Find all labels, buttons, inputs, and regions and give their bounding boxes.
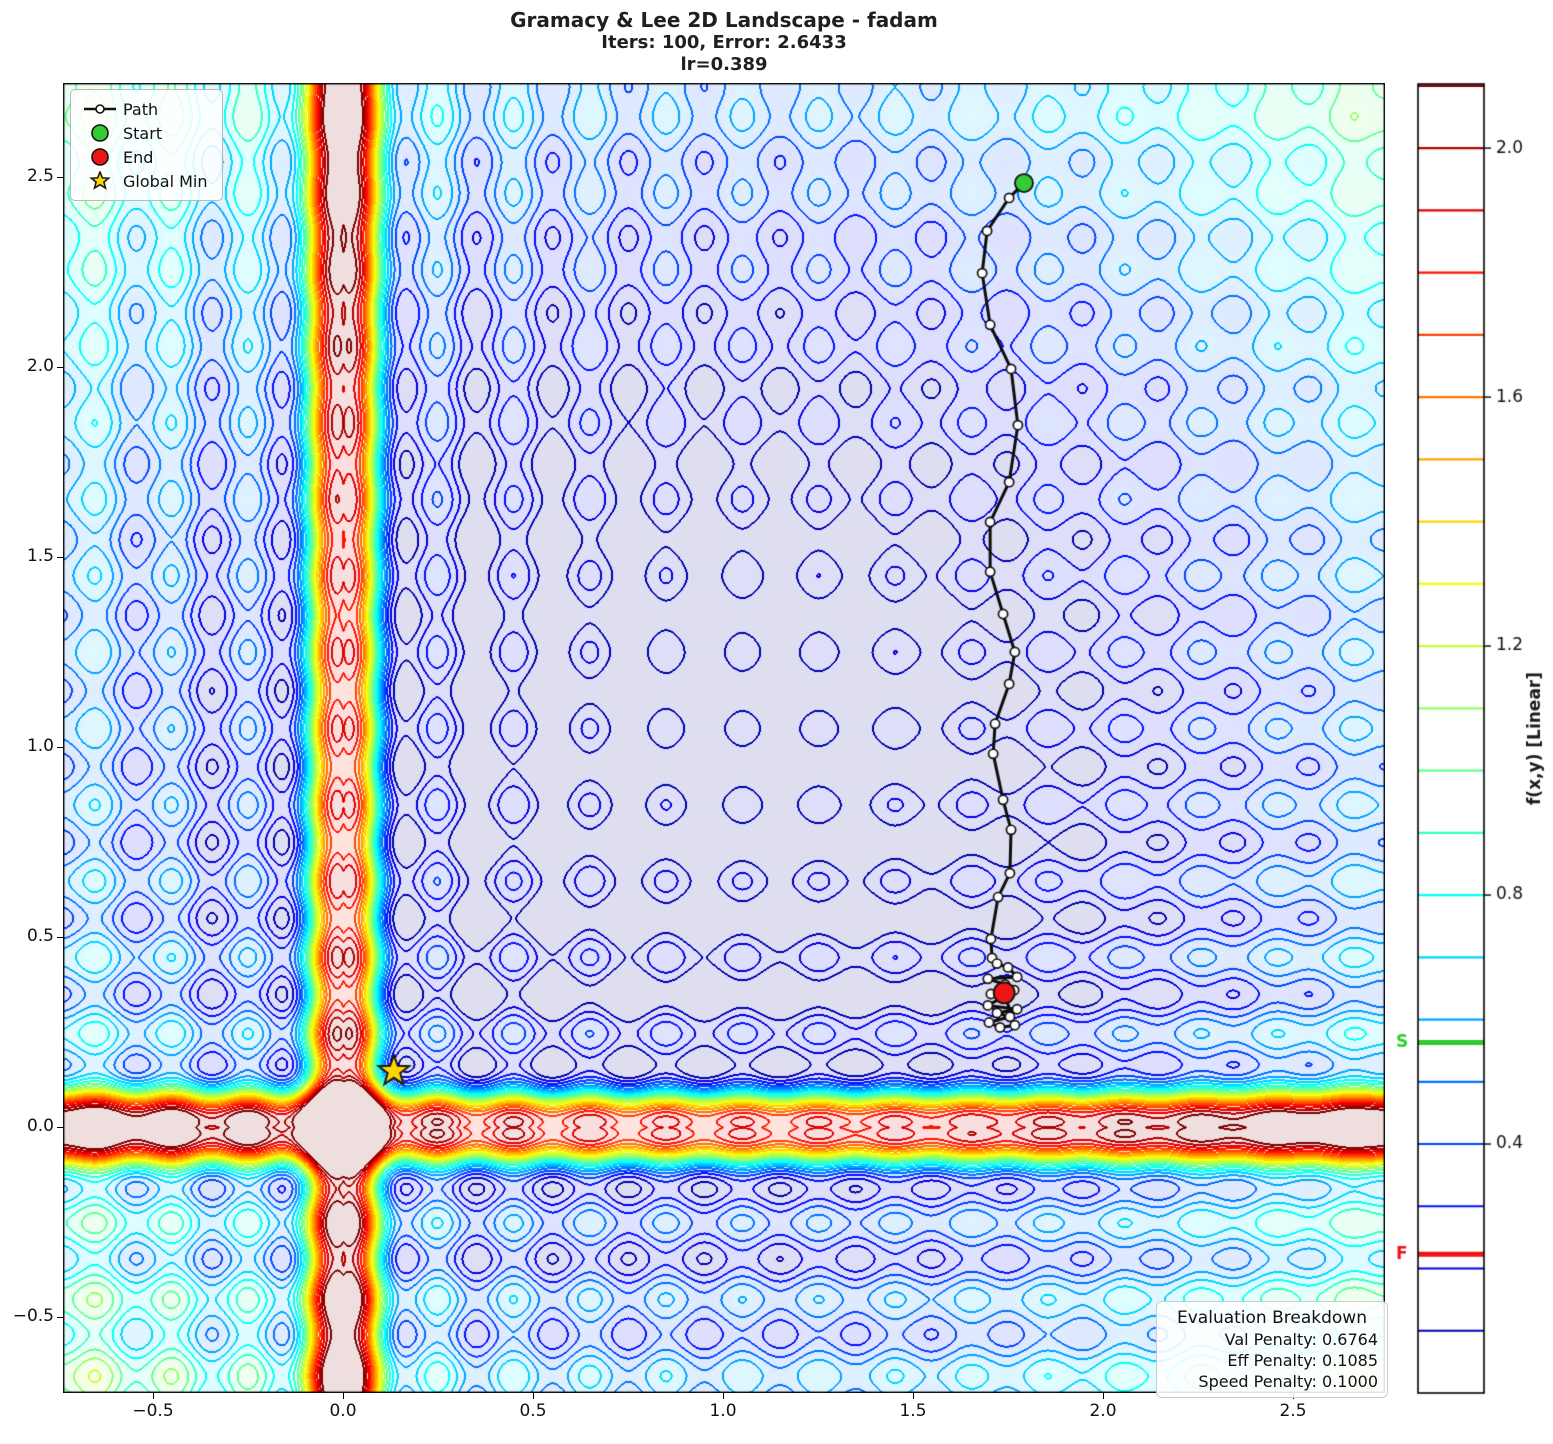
y-tick-label: 2.5 — [26, 166, 54, 186]
speed-penalty: Speed Penalty: 0.1000 — [1198, 1372, 1378, 1391]
title-line-3: lr=0.389 — [680, 54, 768, 75]
y-tick-mark — [57, 556, 63, 558]
evaluation-breakdown-box: Evaluation Breakdown Val Penalty: 0.6764… — [1156, 1301, 1388, 1398]
y-tick-label: 2.0 — [26, 356, 54, 376]
x-tick-label: 1.0 — [709, 1401, 737, 1421]
legend-label-global-min: Global Min — [123, 171, 208, 191]
eff-penalty: Eff Penalty: 0.1085 — [1227, 1351, 1378, 1370]
x-tick-mark — [532, 1393, 534, 1399]
title-line-1: Gramacy & Lee 2D Landscape - fadam — [510, 8, 938, 32]
x-tick-label: −0.5 — [132, 1401, 174, 1421]
x-tick-mark — [342, 1393, 344, 1399]
x-tick-mark — [152, 1393, 154, 1399]
y-tick-mark — [57, 746, 63, 748]
val-penalty: Val Penalty: 0.6764 — [1224, 1330, 1378, 1349]
x-tick-label: 0.5 — [519, 1401, 547, 1421]
end-marker-icon — [81, 147, 119, 167]
x-tick-mark — [1102, 1393, 1104, 1399]
x-tick-label: 2.5 — [1279, 1401, 1307, 1421]
chart-title: Gramacy & Lee 2D Landscape - fadam Iters… — [0, 8, 1448, 76]
y-tick-label: 1.5 — [26, 546, 54, 566]
legend-item-start: Start — [81, 121, 208, 145]
x-tick-label: 2.0 — [1089, 1401, 1117, 1421]
y-tick-label: 0.0 — [26, 1116, 54, 1136]
evaluation-breakdown-title: Evaluation Breakdown — [1177, 1308, 1367, 1328]
y-tick-mark — [57, 1316, 63, 1318]
star-icon — [81, 171, 119, 191]
colorbar-canvas — [1390, 80, 1553, 1420]
contour-plot-canvas — [63, 83, 1385, 1393]
y-tick-label: 0.5 — [26, 926, 54, 946]
legend: Path Start End Global Min — [70, 89, 223, 201]
x-tick-label: 0.0 — [329, 1401, 357, 1421]
y-tick-mark — [57, 1126, 63, 1128]
legend-label-end: End — [123, 147, 154, 167]
legend-label-path: Path — [123, 99, 159, 119]
x-tick-label: 1.5 — [899, 1401, 927, 1421]
legend-label-start: Start — [123, 123, 163, 143]
legend-item-path: Path — [81, 97, 208, 121]
x-tick-mark — [912, 1393, 914, 1399]
y-tick-mark — [57, 936, 63, 938]
legend-item-global-min: Global Min — [81, 169, 208, 193]
path-line-icon — [81, 100, 119, 118]
title-line-2: Iters: 100, Error: 2.6433 — [601, 32, 847, 53]
y-tick-label: 1.0 — [26, 736, 54, 756]
y-tick-mark — [57, 366, 63, 368]
start-marker-icon — [81, 123, 119, 143]
legend-item-end: End — [81, 145, 208, 169]
y-tick-label: −0.5 — [12, 1306, 54, 1326]
y-tick-mark — [57, 176, 63, 178]
x-tick-mark — [722, 1393, 724, 1399]
